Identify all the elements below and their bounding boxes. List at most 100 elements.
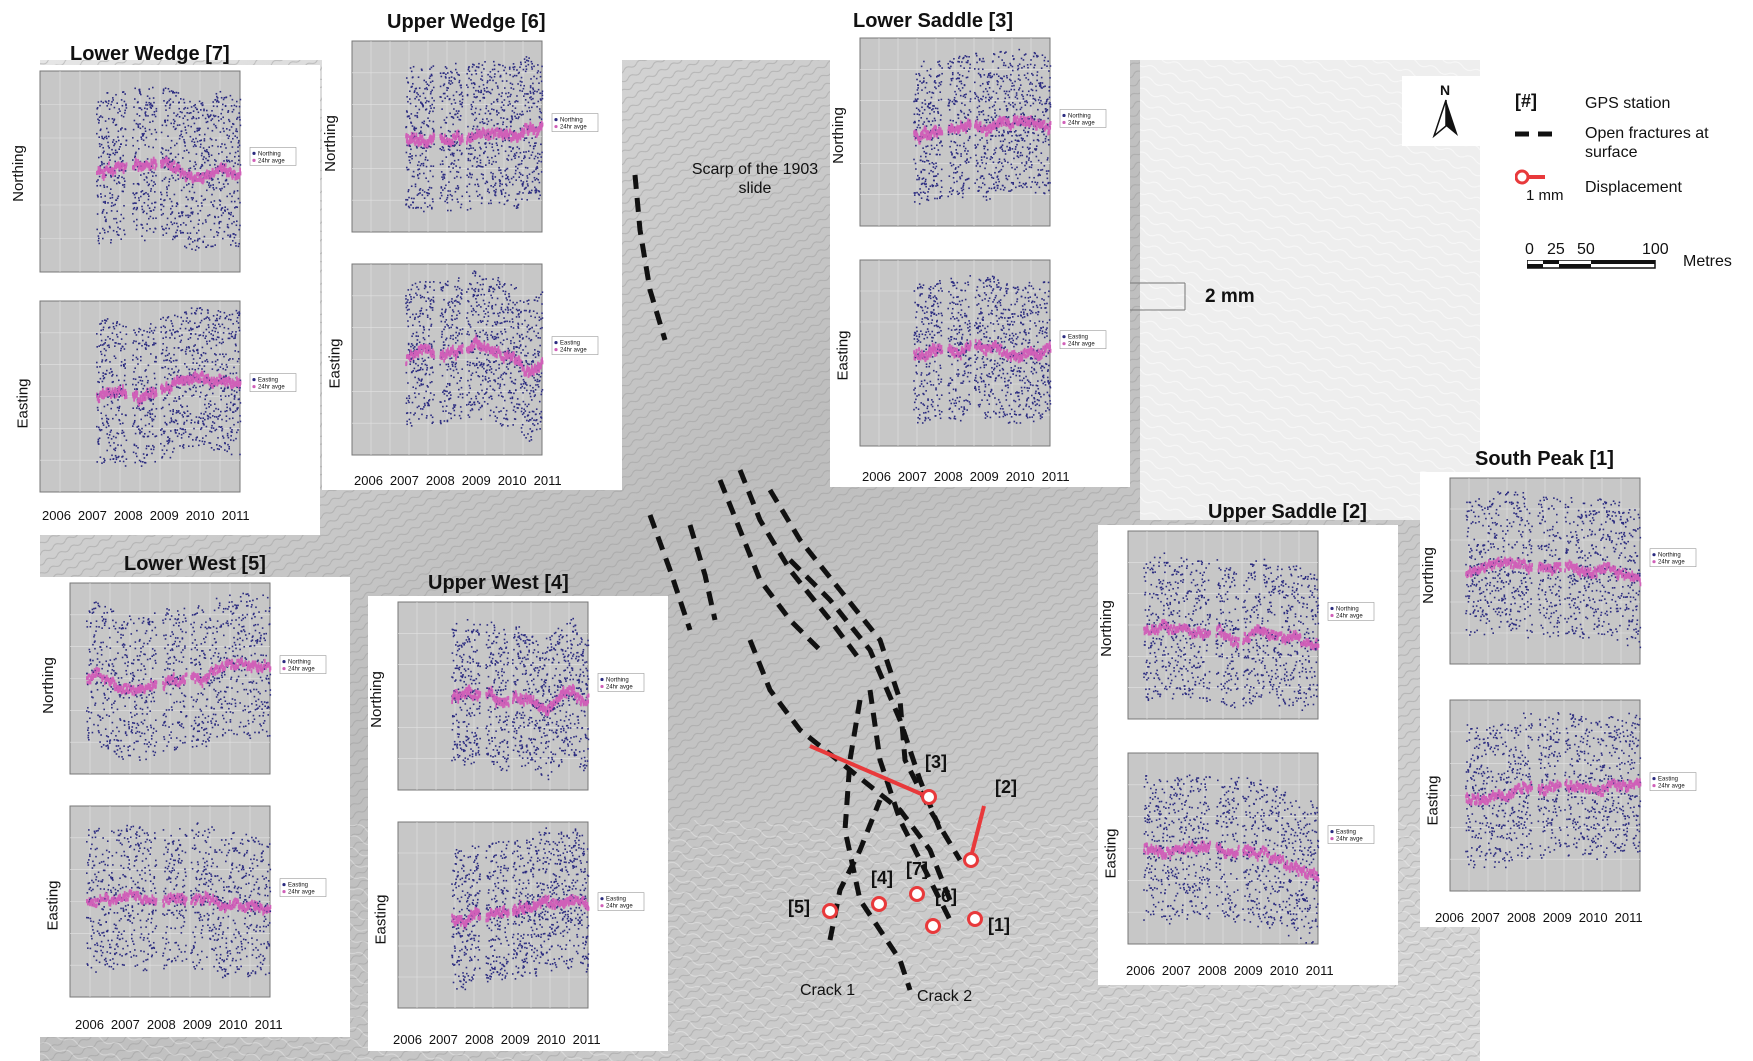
northing-point <box>139 431 141 434</box>
northing-point <box>208 182 210 184</box>
legend-swatch <box>252 377 256 382</box>
northing-point <box>480 383 482 386</box>
northing-point <box>418 379 421 381</box>
avg-point <box>411 139 414 144</box>
northing-point <box>486 369 488 372</box>
northing-point <box>485 142 487 144</box>
northing-point <box>192 439 194 441</box>
northing-point <box>197 238 199 240</box>
northing-point <box>467 159 470 162</box>
northing-point <box>540 143 542 146</box>
northing-point <box>469 361 472 364</box>
northing-point <box>479 161 482 164</box>
northing-point <box>480 418 483 421</box>
northing-point <box>214 163 216 166</box>
avg-point <box>501 131 504 136</box>
northing-point <box>219 204 221 206</box>
avg-point <box>182 379 184 384</box>
northing-point <box>140 465 143 467</box>
northing-point <box>411 157 413 160</box>
northing-point <box>103 166 106 169</box>
northing-point <box>519 84 522 87</box>
northing-point <box>515 117 517 120</box>
northing-point <box>112 152 114 155</box>
northing-point <box>412 344 414 347</box>
northing-point <box>440 126 442 129</box>
northing-point <box>218 152 220 155</box>
northing-point <box>459 406 462 408</box>
northing-point <box>483 303 486 305</box>
northing-point <box>445 77 447 79</box>
northing-point <box>197 205 199 207</box>
northing-point <box>201 381 203 383</box>
northing-point <box>107 396 109 398</box>
northing-point <box>164 104 167 107</box>
northing-point <box>199 146 202 148</box>
northing-point <box>202 241 204 243</box>
northing-point <box>405 397 408 400</box>
northing-point <box>232 123 235 126</box>
avg-point <box>227 171 229 176</box>
northing-point <box>147 364 150 367</box>
northing-point <box>125 107 128 109</box>
northing-point <box>529 85 532 87</box>
northing-point <box>138 183 140 186</box>
avg-point <box>148 395 151 400</box>
northing-point <box>537 100 540 103</box>
northing-point <box>483 87 486 90</box>
northing-point <box>514 107 517 109</box>
northing-point <box>418 172 421 175</box>
northing-point <box>491 297 494 299</box>
northing-point <box>170 200 173 203</box>
northing-point <box>170 146 172 149</box>
northing-point <box>207 309 209 312</box>
northing-point <box>492 178 494 181</box>
northing-point <box>172 125 175 128</box>
avg-point <box>209 173 211 178</box>
northing-point <box>515 207 518 209</box>
northing-point <box>541 97 544 100</box>
northing-point <box>185 196 188 198</box>
northing-point <box>152 332 154 334</box>
northing-point <box>199 167 202 170</box>
northing-point <box>123 449 125 452</box>
northing-point <box>176 222 178 225</box>
northing-point <box>494 380 497 383</box>
northing-point <box>522 192 524 194</box>
northing-point <box>152 231 155 233</box>
northing-point <box>207 127 209 130</box>
avg-point <box>152 156 155 161</box>
northing-point <box>443 298 445 301</box>
northing-point <box>472 307 475 310</box>
northing-point <box>523 139 525 142</box>
northing-point <box>454 337 457 339</box>
northing-point <box>500 172 502 174</box>
northing-point <box>407 320 409 322</box>
northing-point <box>420 126 422 129</box>
northing-point <box>237 163 239 166</box>
northing-point <box>535 77 538 80</box>
northing-point <box>216 97 219 99</box>
avg-point <box>224 163 227 168</box>
northing-point <box>238 228 240 231</box>
northing-point <box>111 117 114 120</box>
avg-point <box>133 391 136 396</box>
avg-point <box>449 349 452 354</box>
northing-point <box>494 194 497 197</box>
northing-point <box>220 96 223 99</box>
northing-point <box>162 348 164 351</box>
northing-point <box>471 403 474 406</box>
northing-point <box>426 194 429 197</box>
northing-point <box>147 193 149 195</box>
northing-point <box>186 112 188 114</box>
northing-point <box>230 439 232 441</box>
northing-point <box>431 306 434 309</box>
northing-point <box>467 152 470 155</box>
northing-point <box>112 139 115 141</box>
northing-point <box>145 348 147 350</box>
northing-point <box>456 175 458 178</box>
northing-point <box>443 420 446 422</box>
northing-point <box>121 104 124 107</box>
northing-point <box>447 382 449 385</box>
northing-point <box>231 146 234 148</box>
